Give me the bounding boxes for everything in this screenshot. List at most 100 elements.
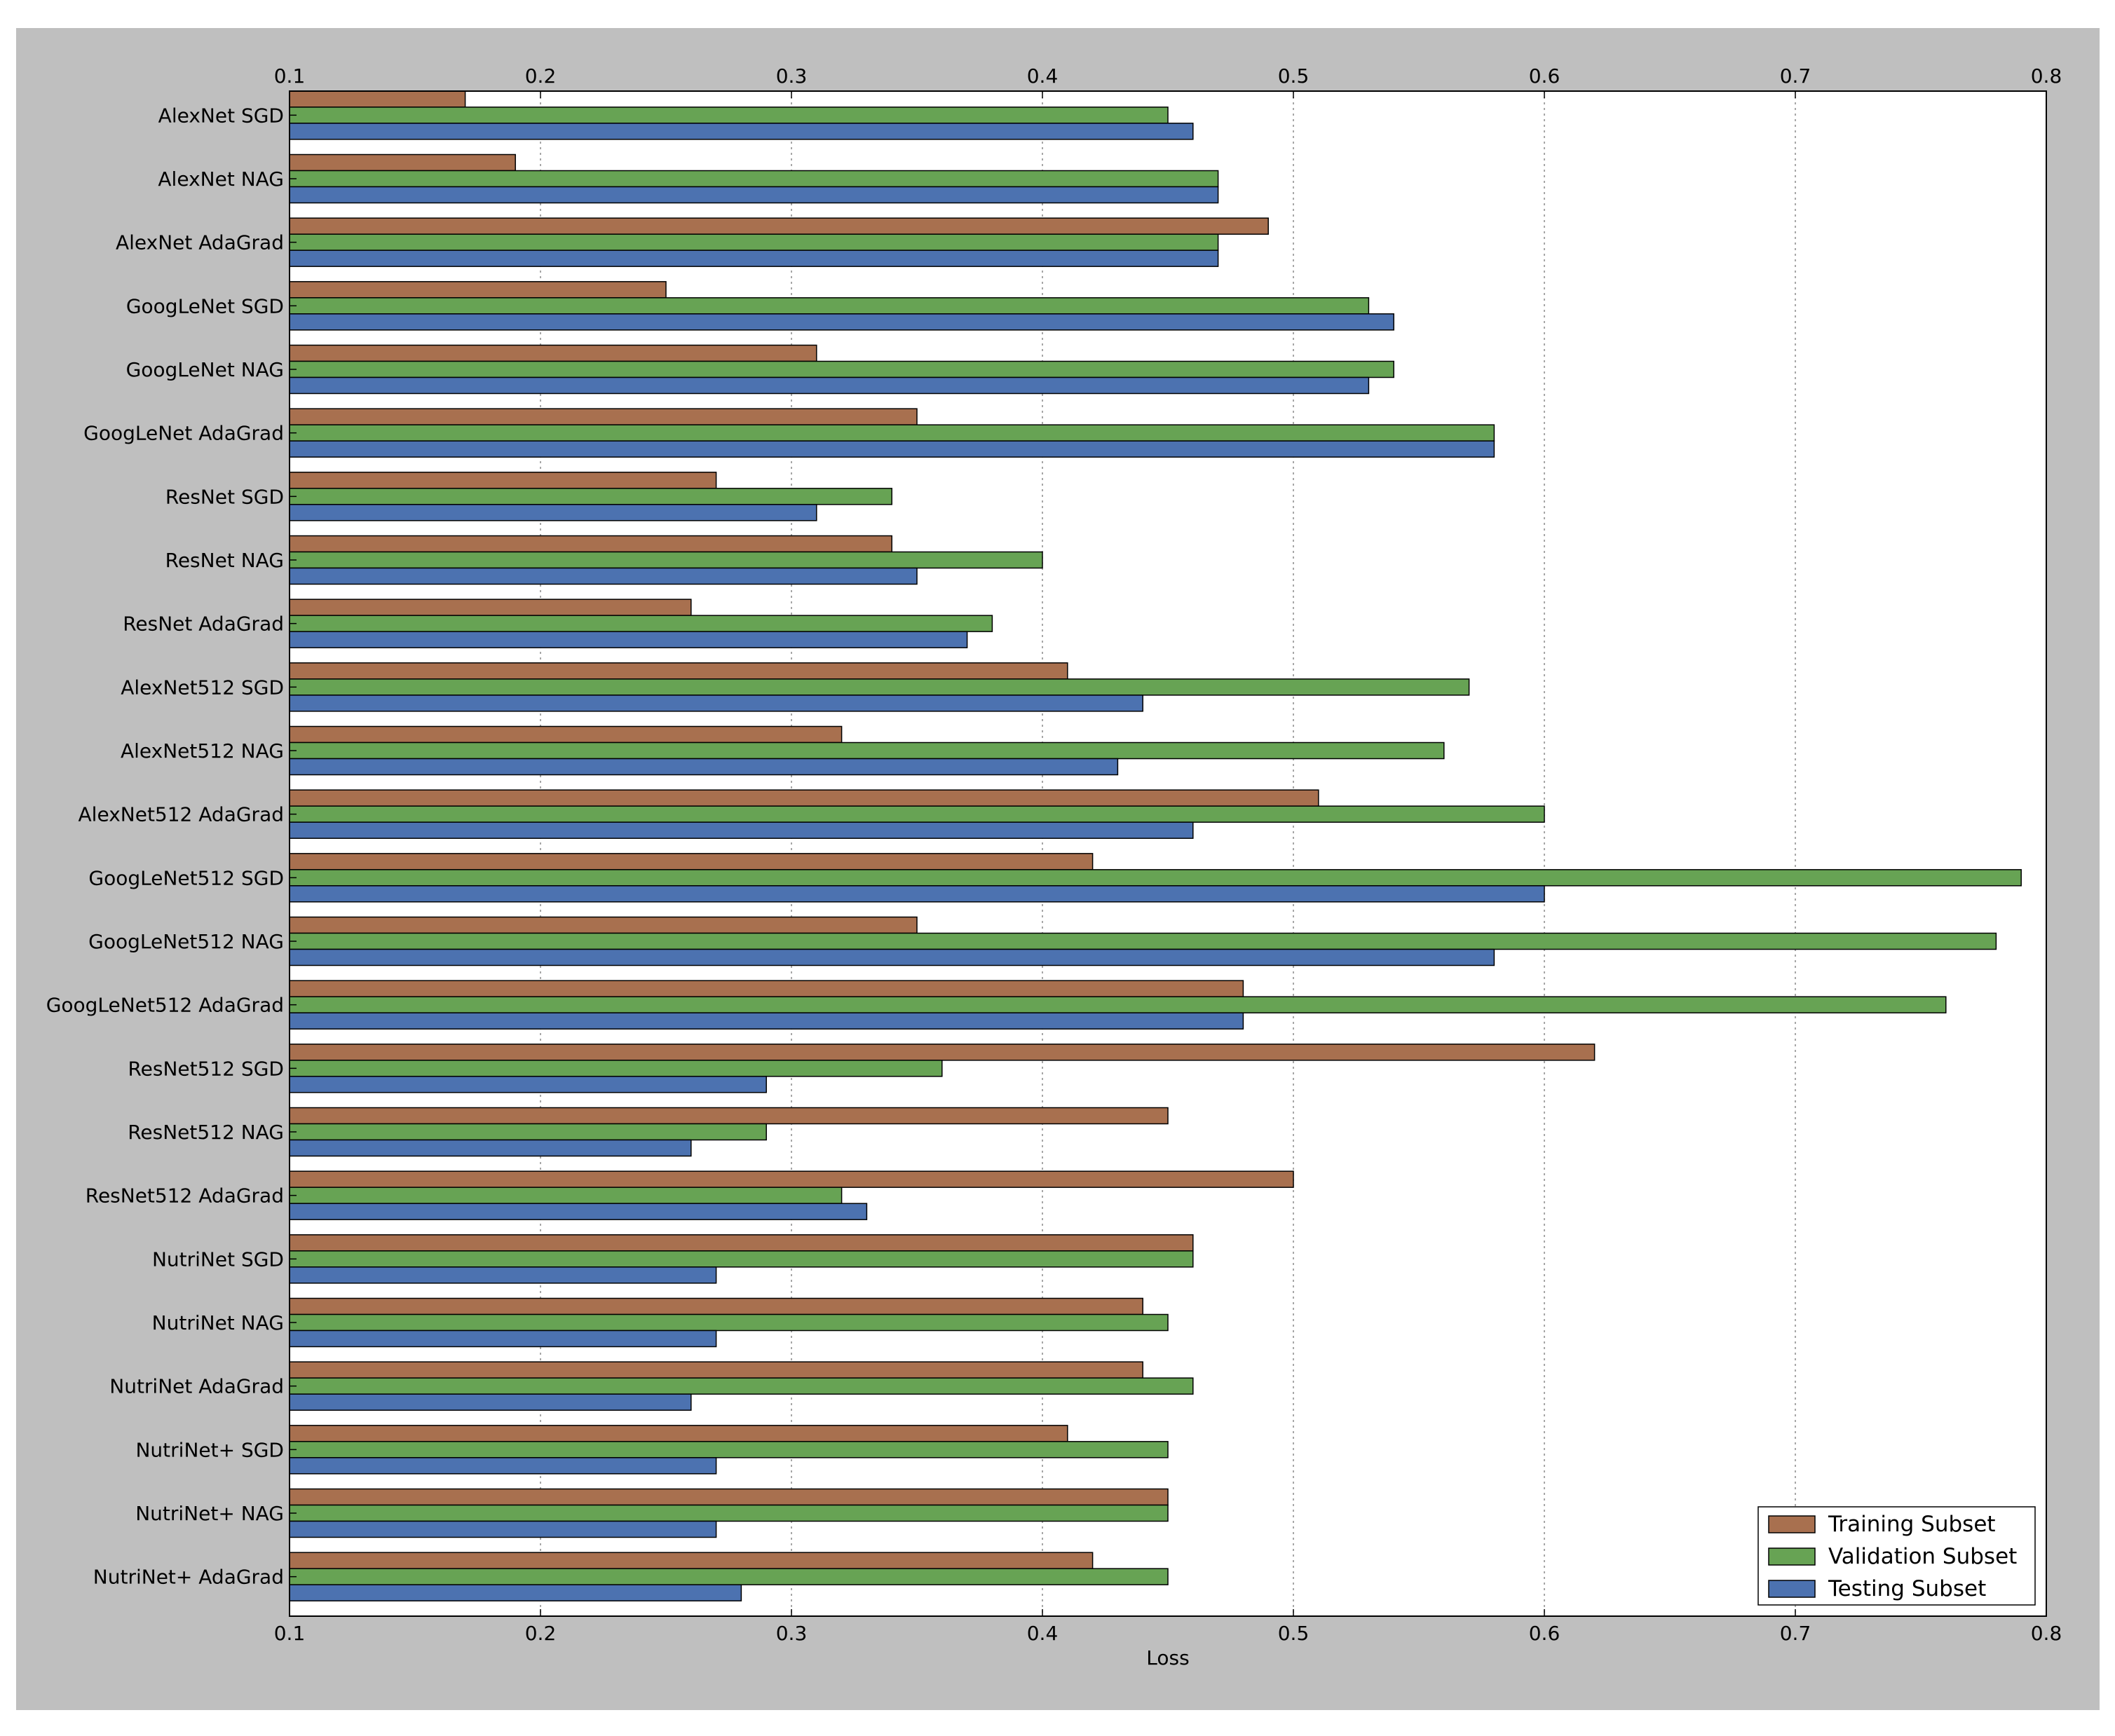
bar-testing [289, 948, 1495, 966]
bar-testing [289, 1012, 1244, 1030]
bar-validation [289, 233, 1219, 251]
bar-testing [289, 1139, 692, 1157]
bar-training [289, 472, 717, 489]
bar-testing [289, 1266, 717, 1284]
bar-validation [289, 741, 1445, 760]
x-tick-label-bottom: 0.4 [1027, 1622, 1059, 1645]
bar-validation [289, 1060, 943, 1077]
category-label: AlexNet SGD [158, 104, 284, 127]
category-label: ResNet SGD [165, 485, 284, 508]
bar-validation [289, 1123, 767, 1141]
category-label: NutriNet NAG [152, 1311, 284, 1334]
bar-training [289, 1552, 1094, 1569]
bar-testing [289, 631, 968, 648]
x-tick-label-top: 0.6 [1529, 64, 1560, 88]
bar-testing [289, 1203, 868, 1220]
bar-training [289, 1044, 1596, 1061]
bar-validation [289, 615, 993, 632]
category-label: NutriNet SGD [152, 1248, 284, 1271]
bar-testing [289, 186, 1219, 204]
bar-testing [289, 123, 1194, 140]
category-label: NutriNet+ AdaGrad [93, 1566, 284, 1589]
bar-training [289, 1234, 1194, 1252]
bar-testing [289, 1457, 717, 1475]
category-label: GoogLeNet SGD [126, 294, 284, 317]
bar-testing [289, 1076, 767, 1093]
category-label: ResNet512 AdaGrad [86, 1184, 284, 1208]
bar-testing [289, 440, 1495, 458]
bar-validation [289, 996, 1947, 1013]
x-tick-label-bottom: 0.2 [525, 1622, 557, 1645]
bar-testing [289, 313, 1394, 331]
category-label: AlexNet AdaGrad [116, 231, 284, 254]
legend-swatch-training [1768, 1515, 1816, 1533]
bar-validation [289, 1504, 1169, 1522]
category-label: AlexNet512 AdaGrad [79, 803, 284, 826]
bar-testing [289, 250, 1219, 267]
bar-testing [289, 758, 1119, 776]
bar-training [289, 853, 1094, 870]
bar-testing [289, 376, 1370, 395]
x-tick-label-bottom: 0.1 [274, 1622, 306, 1645]
bar-testing [289, 504, 817, 521]
bar-validation [289, 1377, 1194, 1395]
x-tick-label-top: 0.1 [274, 64, 306, 88]
bar-testing [289, 1393, 692, 1411]
bar-validation [289, 1568, 1169, 1585]
bar-validation [289, 551, 1043, 569]
bar-validation [289, 1187, 843, 1204]
legend-label-training: Training Subset [1828, 1512, 1996, 1537]
x-tick-label-bottom: 0.5 [1278, 1622, 1310, 1645]
category-label: NutriNet+ NAG [135, 1502, 284, 1525]
x-axis-label: Loss [1146, 1646, 1189, 1669]
bar-validation [289, 297, 1370, 315]
bar-training [289, 1425, 1068, 1442]
category-labels: AlexNet SGD AlexNet NAG AlexNet AdaGrad Goo… [46, 104, 284, 1588]
x-tick-label-top: 0.2 [525, 64, 557, 88]
category-label: GoogLeNet512 SGD [88, 866, 284, 889]
category-label: ResNet AdaGrad [123, 613, 284, 636]
bar-training [289, 916, 918, 934]
x-tick-label-top: 0.4 [1027, 64, 1059, 88]
category-label: ResNet NAG [165, 549, 284, 572]
bar-training [289, 1361, 1143, 1379]
bar-validation [289, 1313, 1169, 1332]
figure-background: 0.1 0.1 0.2 0.2 0.3 0.3 0.4 0.4 0.5 0.5 0.6 0.6 0.7 0… [16, 28, 2100, 1710]
bar-validation [289, 107, 1169, 124]
category-label: GoogLeNet512 NAG [88, 930, 284, 953]
legend: Training Subset Validation Subset Testin… [1757, 1506, 2036, 1606]
bar-training [289, 408, 918, 425]
category-label: AlexNet512 NAG [121, 739, 284, 763]
bar-training [289, 1488, 1169, 1506]
category-label: AlexNet NAG [158, 168, 284, 191]
x-tick-label-top: 0.5 [1278, 64, 1310, 88]
bar-training [289, 217, 1269, 235]
bar-validation [289, 869, 2022, 887]
bar-validation [289, 488, 892, 505]
bar-training [289, 344, 817, 362]
legend-swatch-validation [1768, 1547, 1816, 1566]
bar-testing [289, 567, 918, 585]
x-tick-label-bottom: 0.3 [776, 1622, 808, 1645]
category-label: AlexNet512 SGD [121, 676, 284, 699]
bar-training [289, 1297, 1143, 1315]
category-label: ResNet512 NAG [128, 1121, 284, 1144]
bar-validation [289, 932, 1997, 950]
bar-training [289, 535, 892, 553]
bar-training [289, 662, 1068, 680]
category-label: GoogLeNet NAG [126, 358, 284, 381]
x-tick-label-bottom: 0.6 [1529, 1622, 1560, 1645]
bar-testing [289, 1520, 717, 1538]
bar-chart: 0.1 0.1 0.2 0.2 0.3 0.3 0.4 0.4 0.5 0.5 0.6 0.6 0.7 0… [46, 64, 2062, 1669]
legend-swatch-testing [1768, 1580, 1816, 1598]
x-tick-label-top: 0.7 [1780, 64, 1811, 88]
category-label: GoogLeNet AdaGrad [83, 422, 284, 445]
bar-validation [289, 805, 1545, 823]
bar-validation [289, 678, 1470, 696]
bar-validation [289, 1441, 1169, 1458]
legend-label-testing: Testing Subset [1828, 1576, 1986, 1601]
bar-testing [289, 1330, 717, 1348]
category-label: NutriNet+ SGD [135, 1438, 284, 1461]
bar-training [289, 789, 1319, 807]
category-label: NutriNet AdaGrad [109, 1375, 284, 1398]
